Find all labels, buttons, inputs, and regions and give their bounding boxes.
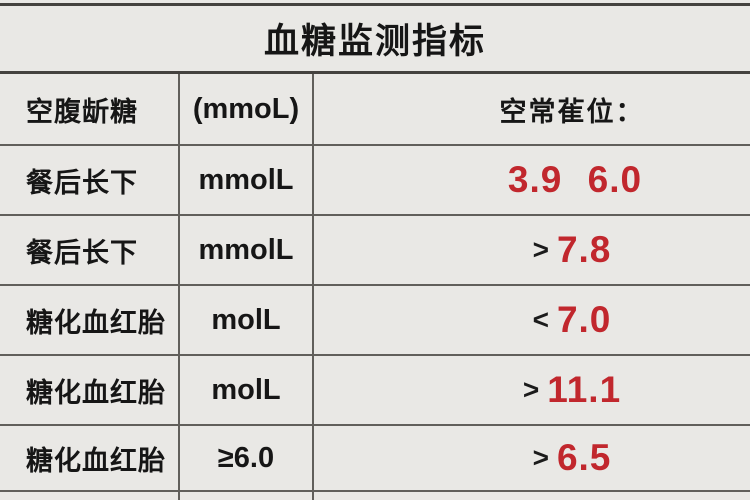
indicator-cell: 糖化血红胎	[0, 426, 178, 492]
indicator-cell: 餐后长下	[0, 216, 178, 286]
value-operator: >	[532, 234, 551, 265]
unit-cell	[178, 492, 312, 500]
value-operator: >	[532, 442, 551, 473]
top-border-line	[0, 3, 750, 6]
unit-cell: molL	[178, 356, 312, 426]
value-cell: < 7.0	[312, 286, 750, 356]
value-number: 7.0	[556, 299, 612, 340]
header-indicator: 空腹龂糖	[0, 74, 178, 146]
indicator-cell: 餐后长下	[0, 146, 178, 216]
unit-cell: molL	[178, 286, 312, 356]
header-unit: (mmoL)	[178, 74, 312, 146]
indicator-cell	[0, 492, 178, 500]
page-title: 血糖监测指标	[263, 22, 486, 61]
value-cell: > 6.5	[312, 426, 750, 492]
header-normal-value: 空常雈位：	[312, 74, 750, 146]
value-cell: > 7.8	[312, 216, 750, 286]
indicator-cell: 糖化血红胎	[0, 286, 178, 356]
unit-cell: mmolL	[178, 146, 312, 216]
value-cell	[312, 492, 750, 500]
value-cell: 3.9 6.0	[312, 146, 750, 216]
value-number: 11.1	[547, 369, 622, 410]
value-cell: > 11.1	[312, 356, 750, 426]
value-number: 3.9 6.0	[507, 159, 643, 200]
value-operator: >	[522, 374, 542, 405]
value-number: 7.8	[556, 229, 612, 270]
unit-cell: ≥6.0	[178, 426, 312, 492]
value-operator: <	[532, 304, 551, 335]
indicator-cell: 糖化血红胎	[0, 356, 178, 426]
unit-cell: mmolL	[178, 216, 312, 286]
indicator-table: 空腹龂糖 (mmoL) 空常雈位： 餐后长下 mmolL 3.9 6.0 餐后长…	[0, 71, 750, 500]
value-number: 6.5	[556, 437, 612, 478]
